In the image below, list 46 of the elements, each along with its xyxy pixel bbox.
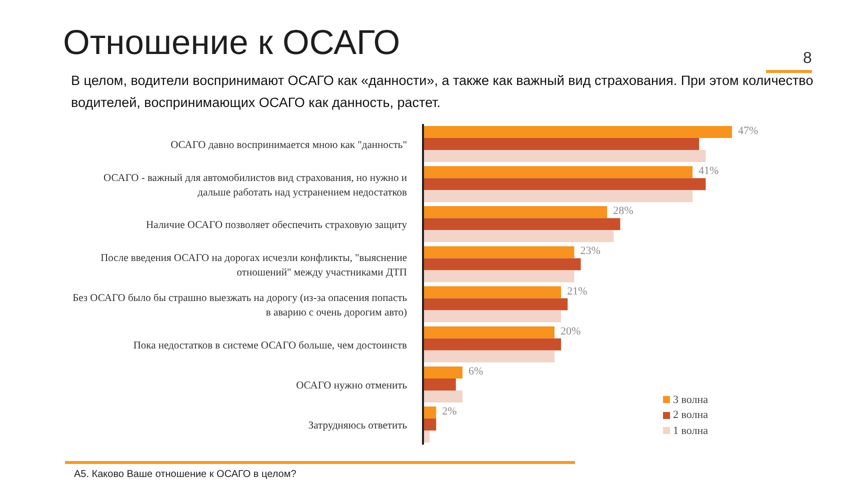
bar xyxy=(423,178,706,190)
bar xyxy=(423,218,620,230)
chart-title: Отношение к ОСАГО xyxy=(63,23,400,63)
y-tick-label: Без ОСАГО было бы страшно выезжать на дорогу (из-за опасения попасть в аварию с очень дорогим авто) xyxy=(72,293,408,319)
bar xyxy=(423,166,693,178)
bar xyxy=(423,150,706,162)
bar xyxy=(423,298,568,310)
data-label: 47% xyxy=(738,125,758,137)
bar xyxy=(423,378,456,390)
y-tick-label: После введения ОСАГО на дорогах исчезли конфликты, "выяснение отношений" между участниками ДТП xyxy=(100,253,408,279)
bar xyxy=(423,350,554,362)
y-tick-label: ОСАГО нужно отменить xyxy=(296,380,408,392)
bar xyxy=(423,310,562,322)
bar xyxy=(423,390,462,402)
bar xyxy=(423,406,436,419)
bar xyxy=(423,126,732,138)
bar xyxy=(423,326,554,338)
data-label: 2% xyxy=(442,406,457,418)
bar xyxy=(423,286,562,298)
data-label: 23% xyxy=(580,245,600,258)
y-tick-label: Наличие ОСАГО позволяет обеспечить страховую защиту xyxy=(146,220,408,232)
data-label: 21% xyxy=(567,285,588,298)
bar xyxy=(423,206,608,218)
data-label: 6% xyxy=(468,365,484,378)
y-tick-label: ОСАГО давно воспринимается мною как "данность" xyxy=(170,140,407,152)
y-tick-label: Пока недостатков в системе ОСАГО больше, чем достоинств xyxy=(133,340,408,352)
legend-label: 1 волна xyxy=(673,424,708,437)
data-label: 41% xyxy=(698,165,719,178)
text: 8 xyxy=(803,50,812,68)
bar xyxy=(423,138,700,150)
bar xyxy=(423,366,462,378)
bar xyxy=(423,418,436,431)
legend-label: 3 волна xyxy=(673,394,708,406)
data-label: 28% xyxy=(613,205,634,218)
bar xyxy=(423,246,574,258)
chart-subtitle: В целом, водители воспринимают ОСАГО как «данности», а также как важный вид страхования. При этом количество водителей, воспринимающих ОСАГО как данность, растет. xyxy=(71,72,814,112)
bar xyxy=(423,270,574,282)
bar xyxy=(423,190,693,202)
text: A5. Каково Ваше отношение к ОСАГО в целом? xyxy=(74,469,296,480)
y-tick-label: ОСАГО - важный для автомобилистов вид страхования, но нужно и дальше работать над устранением недостатков xyxy=(104,172,408,198)
data-label: 20% xyxy=(560,325,581,338)
bar xyxy=(423,230,614,242)
legend-label: 2 волна xyxy=(673,409,708,422)
y-tick-label: Затрудняюсь ответить xyxy=(308,420,408,432)
bar xyxy=(423,258,581,270)
bar xyxy=(423,338,562,350)
